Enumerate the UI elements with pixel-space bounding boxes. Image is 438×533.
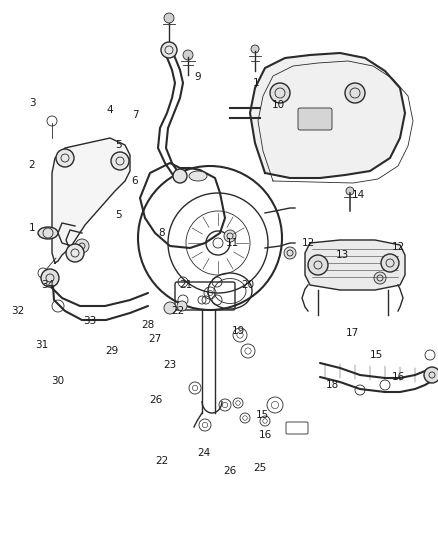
Circle shape	[308, 255, 328, 275]
Text: 8: 8	[159, 228, 165, 238]
Circle shape	[424, 367, 438, 383]
FancyBboxPatch shape	[298, 108, 332, 130]
Text: 10: 10	[272, 100, 285, 110]
Text: 14: 14	[351, 190, 364, 200]
Text: 7: 7	[132, 110, 138, 120]
Text: 17: 17	[346, 328, 359, 338]
Text: 32: 32	[11, 306, 25, 316]
Text: 18: 18	[325, 380, 339, 390]
Circle shape	[177, 301, 187, 311]
Text: 9: 9	[194, 72, 201, 82]
Polygon shape	[52, 138, 130, 263]
Text: 33: 33	[83, 316, 97, 326]
Text: 11: 11	[226, 238, 239, 248]
Text: 5: 5	[115, 210, 121, 220]
Ellipse shape	[189, 171, 207, 181]
Circle shape	[251, 45, 259, 53]
Circle shape	[41, 269, 59, 287]
Polygon shape	[305, 240, 405, 290]
Text: 34: 34	[41, 280, 55, 290]
Text: 21: 21	[180, 280, 193, 290]
Circle shape	[224, 230, 236, 242]
Circle shape	[381, 254, 399, 272]
Text: 22: 22	[171, 306, 185, 316]
Text: 31: 31	[35, 340, 49, 350]
Text: 26: 26	[149, 395, 162, 405]
Text: 1: 1	[253, 78, 259, 88]
Text: 24: 24	[198, 448, 211, 458]
Text: 15: 15	[255, 410, 268, 420]
Ellipse shape	[38, 227, 58, 239]
Text: 13: 13	[336, 250, 349, 260]
Text: 12: 12	[392, 242, 405, 252]
Text: 16: 16	[258, 430, 272, 440]
Circle shape	[164, 13, 174, 23]
Circle shape	[284, 247, 296, 259]
Text: 29: 29	[106, 346, 119, 356]
Circle shape	[111, 152, 129, 170]
Circle shape	[345, 83, 365, 103]
Circle shape	[75, 239, 89, 253]
Text: 20: 20	[241, 280, 254, 290]
Text: 12: 12	[301, 238, 314, 248]
Text: 3: 3	[28, 98, 35, 108]
Circle shape	[56, 149, 74, 167]
Text: 30: 30	[51, 376, 64, 386]
Circle shape	[374, 272, 386, 284]
Circle shape	[346, 187, 354, 195]
Text: 4: 4	[107, 105, 113, 115]
Circle shape	[161, 42, 177, 58]
Text: 19: 19	[231, 326, 245, 336]
Text: 1: 1	[28, 223, 35, 233]
Text: 25: 25	[253, 463, 267, 473]
Text: 23: 23	[163, 360, 177, 370]
Text: 22: 22	[155, 456, 169, 466]
Polygon shape	[250, 53, 405, 178]
Text: 2: 2	[28, 160, 35, 170]
Circle shape	[164, 302, 176, 314]
Text: 27: 27	[148, 334, 162, 344]
Text: 6: 6	[132, 176, 138, 186]
Circle shape	[183, 50, 193, 60]
Circle shape	[270, 83, 290, 103]
Circle shape	[66, 244, 84, 262]
Text: 15: 15	[369, 350, 383, 360]
Text: 16: 16	[392, 372, 405, 382]
Circle shape	[173, 169, 187, 183]
Text: 26: 26	[223, 466, 237, 476]
Text: 5: 5	[115, 140, 121, 150]
Text: 28: 28	[141, 320, 155, 330]
